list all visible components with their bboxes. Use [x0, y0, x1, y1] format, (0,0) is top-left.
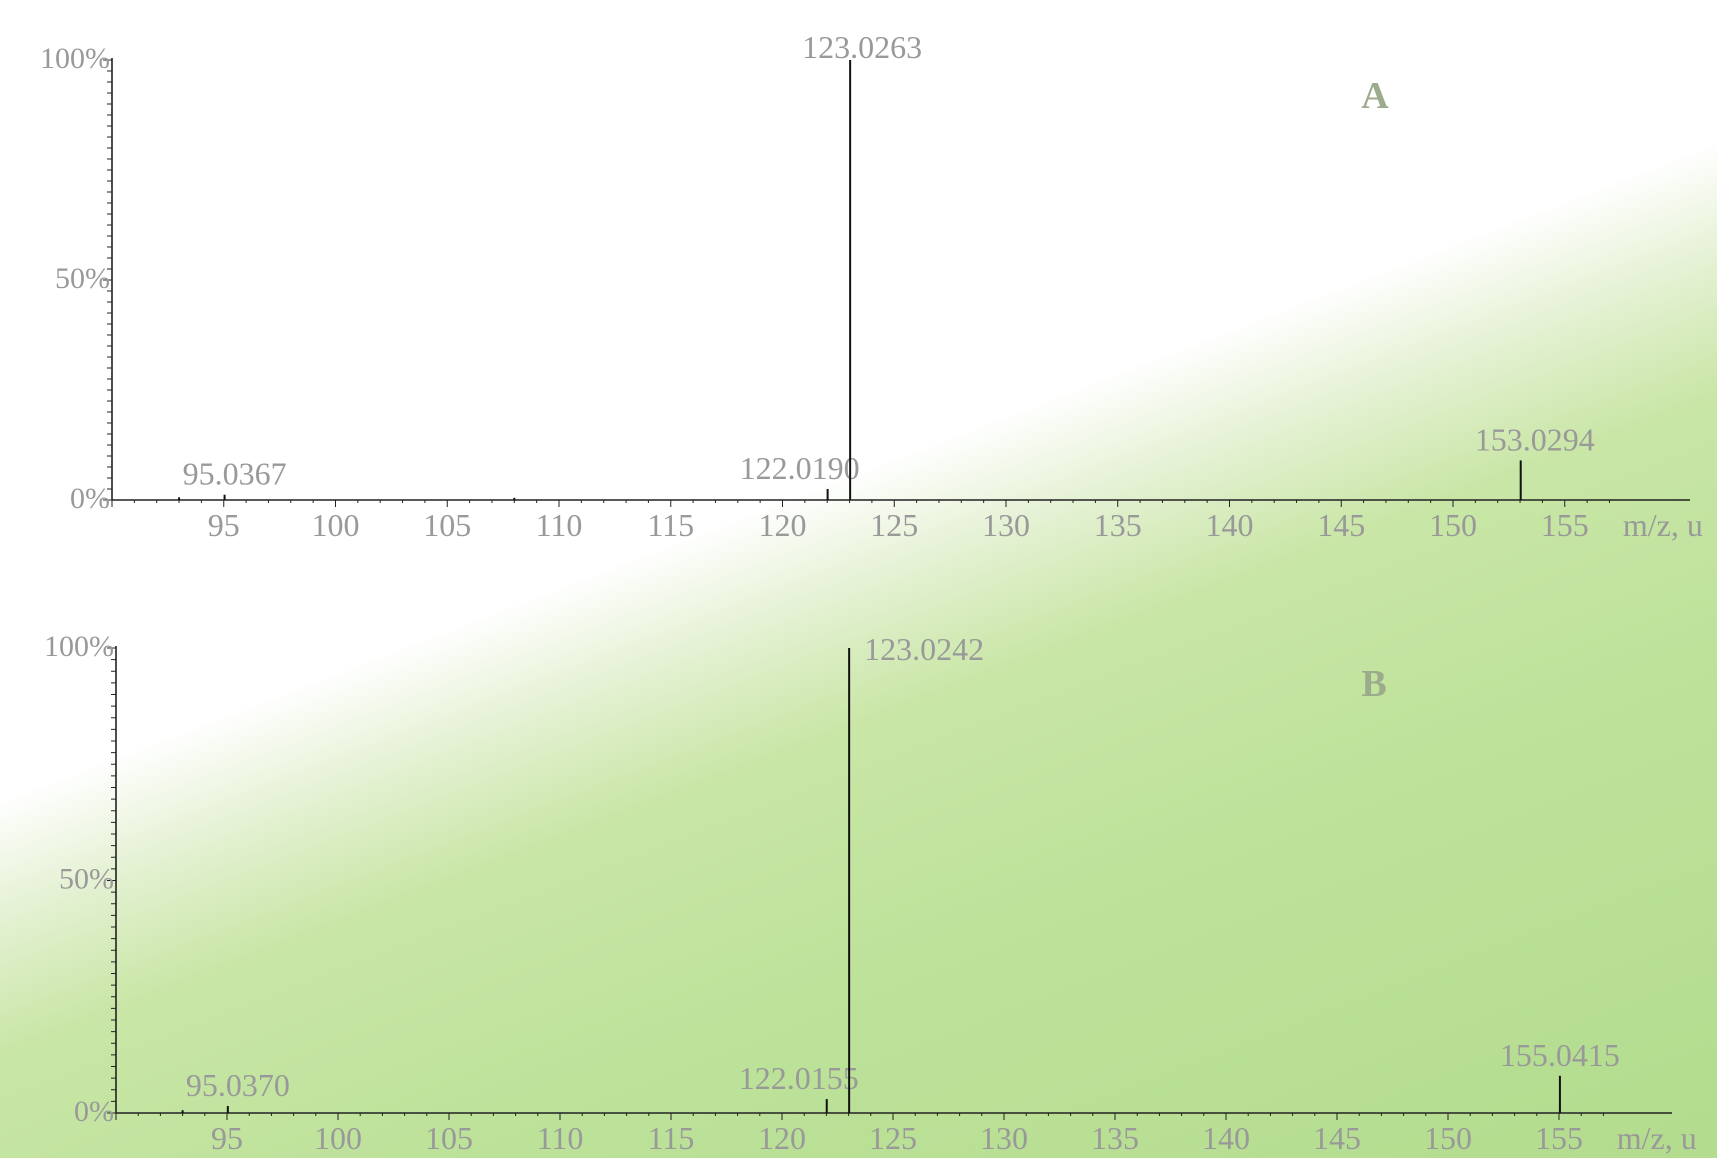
peak-label: 122.0155: [739, 1060, 859, 1096]
y-tick-label: 100%: [40, 42, 110, 75]
x-tick-label: 125: [869, 1120, 917, 1156]
x-tick-label: 115: [648, 1120, 695, 1156]
x-tick-label: 95: [211, 1120, 243, 1156]
x-tick-label: 130: [982, 507, 1030, 543]
x-tick-label: 110: [536, 507, 583, 543]
panel-label: B: [1361, 663, 1386, 705]
x-axis-label: m/z, u: [1617, 1120, 1697, 1156]
x-tick-label: 125: [870, 507, 918, 543]
x-tick-label: 150: [1429, 507, 1477, 543]
x-tick-label: 110: [537, 1120, 584, 1156]
x-tick-label: 150: [1424, 1120, 1472, 1156]
peak-label: 95.0367: [183, 456, 287, 492]
y-tick-label: 50%: [55, 262, 110, 295]
x-tick-label: 100: [312, 507, 360, 543]
peak-label: 123.0242: [864, 631, 984, 667]
peak-label: 153.0294: [1475, 421, 1595, 457]
peak-label: 122.0190: [740, 450, 860, 486]
x-tick-label: 120: [758, 1120, 806, 1156]
y-tick-label: 50%: [59, 863, 114, 896]
x-tick-label: 105: [425, 1120, 473, 1156]
x-tick-label: 140: [1202, 1120, 1250, 1156]
x-axis-label: m/z, u: [1623, 507, 1703, 543]
x-tick-label: 140: [1206, 507, 1254, 543]
peak-label: 123.0263: [802, 29, 922, 65]
peak-label: 155.0415: [1500, 1037, 1620, 1073]
x-tick-label: 155: [1541, 507, 1589, 543]
peak-label: 95.0370: [186, 1067, 290, 1103]
y-tick-label: 100%: [44, 630, 114, 663]
x-tick-label: 130: [980, 1120, 1028, 1156]
y-tick-label: 0%: [74, 1095, 114, 1128]
spectrum-panel-a: 0% 50% 100% 95 100 105 110 115 120 125 130 135 140 14…: [40, 29, 1703, 543]
y-tick-label: 0%: [70, 482, 110, 515]
x-tick-label: 95: [208, 507, 240, 543]
x-tick-label: 135: [1094, 507, 1142, 543]
x-tick-label: 120: [759, 507, 807, 543]
x-tick-label: 145: [1313, 1120, 1361, 1156]
panel-label: A: [1361, 75, 1389, 117]
x-tick-label: 100: [314, 1120, 362, 1156]
spectrum-panel-b: 0% 50% 100% 95 100 105 110 115 120 125 130 135 140 14…: [44, 630, 1697, 1156]
x-tick-label: 155: [1535, 1120, 1583, 1156]
x-tick-label: 105: [423, 507, 471, 543]
x-tick-label: 115: [647, 507, 694, 543]
x-tick-label: 135: [1091, 1120, 1139, 1156]
x-tick-label: 145: [1317, 507, 1365, 543]
